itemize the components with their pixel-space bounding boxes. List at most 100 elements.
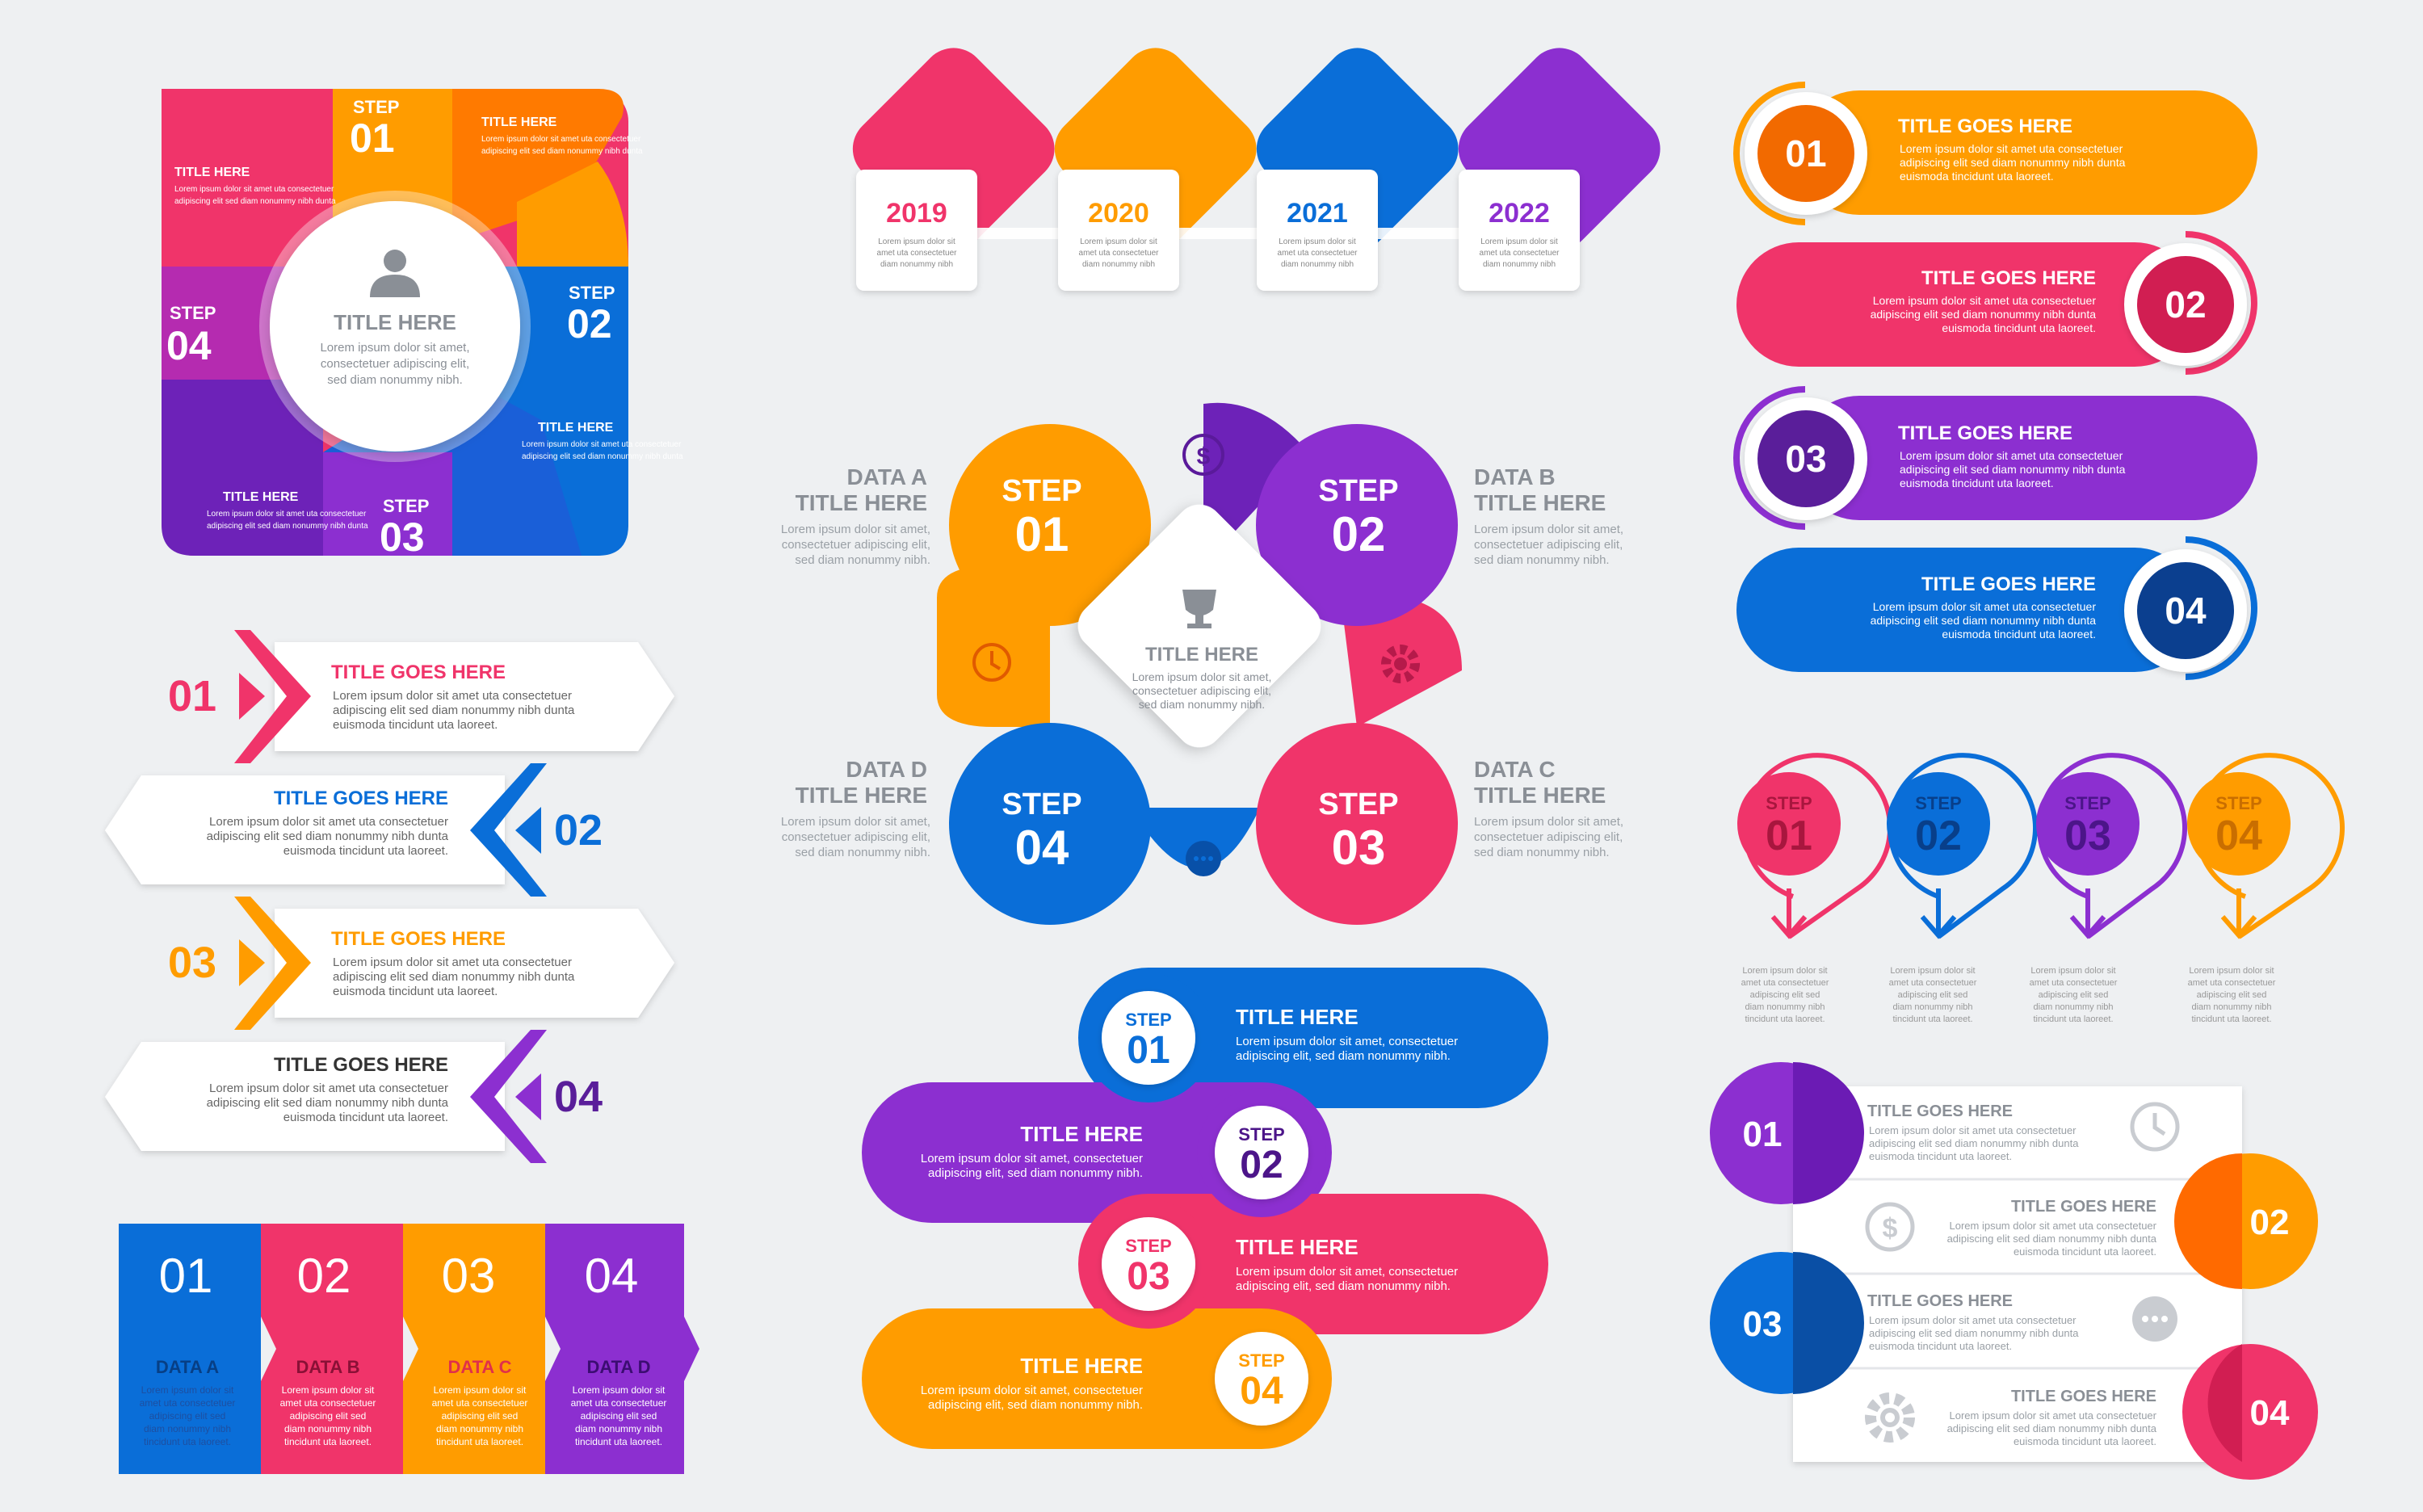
wheel-side-text: adipiscing elit sed diam nonummy nibh du… xyxy=(522,452,683,461)
svg-text:sed diam nonummy nibh.: sed diam nonummy nibh. xyxy=(1474,553,1610,567)
svg-text:STEP: STEP xyxy=(2215,793,2261,813)
svg-text:03: 03 xyxy=(1127,1255,1170,1298)
svg-text:amet uta consectetuer: amet uta consectetuer xyxy=(571,1397,667,1409)
arrow-marker xyxy=(515,807,541,854)
svg-text:Lorem ipsum dolor sit amet uta: Lorem ipsum dolor sit amet uta consectet… xyxy=(1949,1409,2156,1422)
wheel-step-num: 04 xyxy=(166,323,212,368)
svg-text:sed diam nonummy nibh.: sed diam nonummy nibh. xyxy=(1474,846,1610,859)
clover-step-num: 04 xyxy=(1015,821,1069,875)
svg-text:diam nonummy nibh: diam nonummy nibh xyxy=(1745,1002,1825,1012)
wheel-center-text: sed diam nonummy nibh. xyxy=(327,373,463,387)
svg-text:01: 01 xyxy=(1766,813,1812,859)
clover-center-text: consectetuer adipiscing elit, xyxy=(1132,684,1271,697)
svg-text:Lorem ipsum dolor sit amet uta: Lorem ipsum dolor sit amet uta consectet… xyxy=(209,815,448,829)
svg-text:adipiscing elit sed: adipiscing elit sed xyxy=(1898,990,1968,1000)
wheel-side-text: Lorem ipsum dolor sit amet uta consectet… xyxy=(207,510,367,519)
svg-text:02: 02 xyxy=(1240,1144,1283,1186)
timeline-texts: Lorem ipsum dolor sit amet uta consectetu… xyxy=(877,237,1560,269)
svg-text:amet uta consectetuer: amet uta consectetuer xyxy=(2188,978,2276,988)
column-pink xyxy=(261,1224,403,1474)
svg-text:tincidunt uta laoreet.: tincidunt uta laoreet. xyxy=(2033,1014,2113,1024)
clover-step-word: STEP xyxy=(1002,788,1081,821)
pill-orange xyxy=(1797,90,2257,215)
column-blue xyxy=(119,1224,261,1474)
wheel-side-text: Lorem ipsum dolor sit amet uta consectet… xyxy=(481,135,641,144)
svg-text:diam nonummy nibh: diam nonummy nibh xyxy=(1082,260,1155,269)
svg-text:TITLE HERE: TITLE HERE xyxy=(1020,1122,1143,1146)
svg-text:Lorem ipsum dolor sit: Lorem ipsum dolor sit xyxy=(1080,237,1157,246)
svg-text:04: 04 xyxy=(2215,813,2262,859)
svg-text:amet uta consectetuer: amet uta consectetuer xyxy=(140,1397,236,1409)
pill-blue xyxy=(1736,548,2197,672)
clover-step-03 xyxy=(1256,723,1458,925)
wheel-step-word: STEP xyxy=(170,303,216,323)
svg-text:02: 02 xyxy=(1915,813,1962,859)
data-a-title: TITLE HERE xyxy=(796,490,927,515)
hook-step-circle xyxy=(1737,772,1841,876)
clover-labels: DATA A TITLE HERE DATA B TITLE HERE DATA… xyxy=(796,464,1606,808)
svg-text:Lorem ipsum dolor sit amet, co: Lorem ipsum dolor sit amet, consectetuer xyxy=(921,1152,1143,1166)
svg-text:amet uta consectetuer: amet uta consectetuer xyxy=(432,1397,528,1409)
svg-text:euismoda tincidunt uta laoreet: euismoda tincidunt uta laoreet. xyxy=(1942,628,2096,640)
svg-text:adipiscing elit, sed diam nonu: adipiscing elit, sed diam nonummy nibh. xyxy=(1236,1049,1451,1063)
wheel-side-title: TITLE HERE xyxy=(174,166,250,179)
hook-step-circle xyxy=(2036,772,2140,876)
wheel-side-text: adipiscing elit sed diam nonummy nibh du… xyxy=(174,197,336,206)
svg-text:diam nonummy nibh: diam nonummy nibh xyxy=(284,1423,372,1434)
pill-list: 01 02 03 04 TITLE GOES HERE TITLE GOES H… xyxy=(1733,82,2257,680)
data-c-title: TITLE HERE xyxy=(1474,783,1606,808)
svg-text:02: 02 xyxy=(297,1249,351,1303)
svg-text:STEP: STEP xyxy=(1766,793,1812,813)
svg-text:Lorem ipsum dolor sit amet uta: Lorem ipsum dolor sit amet uta consectet… xyxy=(333,689,572,703)
circle-wheel: TITLE HERE Lorem ipsum dolor sit amet, c… xyxy=(162,89,683,560)
svg-text:amet uta consectetuer: amet uta consectetuer xyxy=(1278,249,1358,258)
timeline-card xyxy=(856,170,977,291)
svg-text:Lorem ipsum dolor sit: Lorem ipsum dolor sit xyxy=(1742,966,1827,976)
pill-arc xyxy=(1733,82,1806,225)
pill-badge xyxy=(2137,256,2234,353)
chevron-right-icon xyxy=(234,897,311,1030)
svg-text:DATA D: DATA D xyxy=(586,1357,650,1377)
svg-text:amet uta consectetuer: amet uta consectetuer xyxy=(280,1397,376,1409)
svg-text:Lorem ipsum dolor sit: Lorem ipsum dolor sit xyxy=(2030,966,2115,976)
svg-text:adipiscing elit sed diam nonum: adipiscing elit sed diam nonummy nibh du… xyxy=(207,830,449,843)
svg-text:Lorem ipsum dolor sit amet, co: Lorem ipsum dolor sit amet, consectetuer xyxy=(1236,1265,1458,1279)
svg-text:diam nonummy nibh: diam nonummy nibh xyxy=(436,1423,523,1434)
card-texts: Lorem ipsum dolor sit amet uta consectet… xyxy=(1869,1124,2157,1447)
arrow-list: 01 02 03 04 TITLE GOES HERE TITLE GOES H… xyxy=(105,630,674,1163)
svg-text:adipiscing elit sed diam nonum: adipiscing elit sed diam nonummy nibh du… xyxy=(1947,1422,2157,1434)
svg-text:consectetuer adipiscing elit,: consectetuer adipiscing elit, xyxy=(1474,830,1623,844)
svg-text:tincidunt uta laoreet.: tincidunt uta laoreet. xyxy=(1892,1014,1972,1024)
wheel-seg-pink xyxy=(162,89,339,242)
svg-text:adipiscing elit sed diam nonum: adipiscing elit sed diam nonummy nibh du… xyxy=(1871,614,2097,627)
svg-text:adipiscing elit sed diam nonum: adipiscing elit sed diam nonummy nibh du… xyxy=(333,704,575,717)
svg-text:02: 02 xyxy=(2250,1203,2290,1242)
clover-connector-purple xyxy=(1203,402,1308,565)
card-badge-half xyxy=(1793,1252,1864,1394)
arrow-down-icon xyxy=(1770,888,2257,939)
svg-text:adipiscing elit sed: adipiscing elit sed xyxy=(2039,990,2109,1000)
svg-text:TITLE HERE: TITLE HERE xyxy=(1236,1005,1358,1029)
svg-text:euismoda tincidunt uta laoreet: euismoda tincidunt uta laoreet. xyxy=(1942,321,2096,334)
timeline: 2019 2020 2021 2022 Lorem ipsum dolor si… xyxy=(852,48,1661,291)
svg-text:adipiscing elit sed: adipiscing elit sed xyxy=(2197,990,2267,1000)
clover-step-04 xyxy=(949,723,1151,925)
wheel-side-title: TITLE HERE xyxy=(538,421,614,435)
timeline-year: 2021 xyxy=(1287,198,1348,229)
svg-text:$: $ xyxy=(1197,443,1211,470)
clover-center-text: sed diam nonummy nibh. xyxy=(1139,698,1265,711)
arrow-title: TITLE GOES HERE xyxy=(331,662,506,683)
svg-text:diam nonummy nibh: diam nonummy nibh xyxy=(1892,1002,1972,1012)
svg-text:Lorem ipsum dolor sit: Lorem ipsum dolor sit xyxy=(141,1384,234,1396)
timeline-card xyxy=(1257,170,1378,291)
svg-text:consectetuer adipiscing elit,: consectetuer adipiscing elit, xyxy=(1474,538,1623,552)
svg-text:Lorem ipsum dolor sit amet, co: Lorem ipsum dolor sit amet, consectetuer xyxy=(921,1384,1143,1397)
svg-text:Lorem ipsum dolor sit: Lorem ipsum dolor sit xyxy=(1890,966,1975,976)
svg-text:euismoda tincidunt uta laoreet: euismoda tincidunt uta laoreet. xyxy=(2014,1245,2156,1258)
svg-text:diam nonummy nibh: diam nonummy nibh xyxy=(575,1423,662,1434)
svg-text:tincidunt uta laoreet.: tincidunt uta laoreet. xyxy=(144,1436,231,1447)
svg-text:adipiscing elit sed diam nonum: adipiscing elit sed diam nonummy nibh du… xyxy=(1869,1327,2079,1339)
svg-text:03: 03 xyxy=(1785,438,1826,480)
card-badge-half xyxy=(2174,1153,2242,1289)
